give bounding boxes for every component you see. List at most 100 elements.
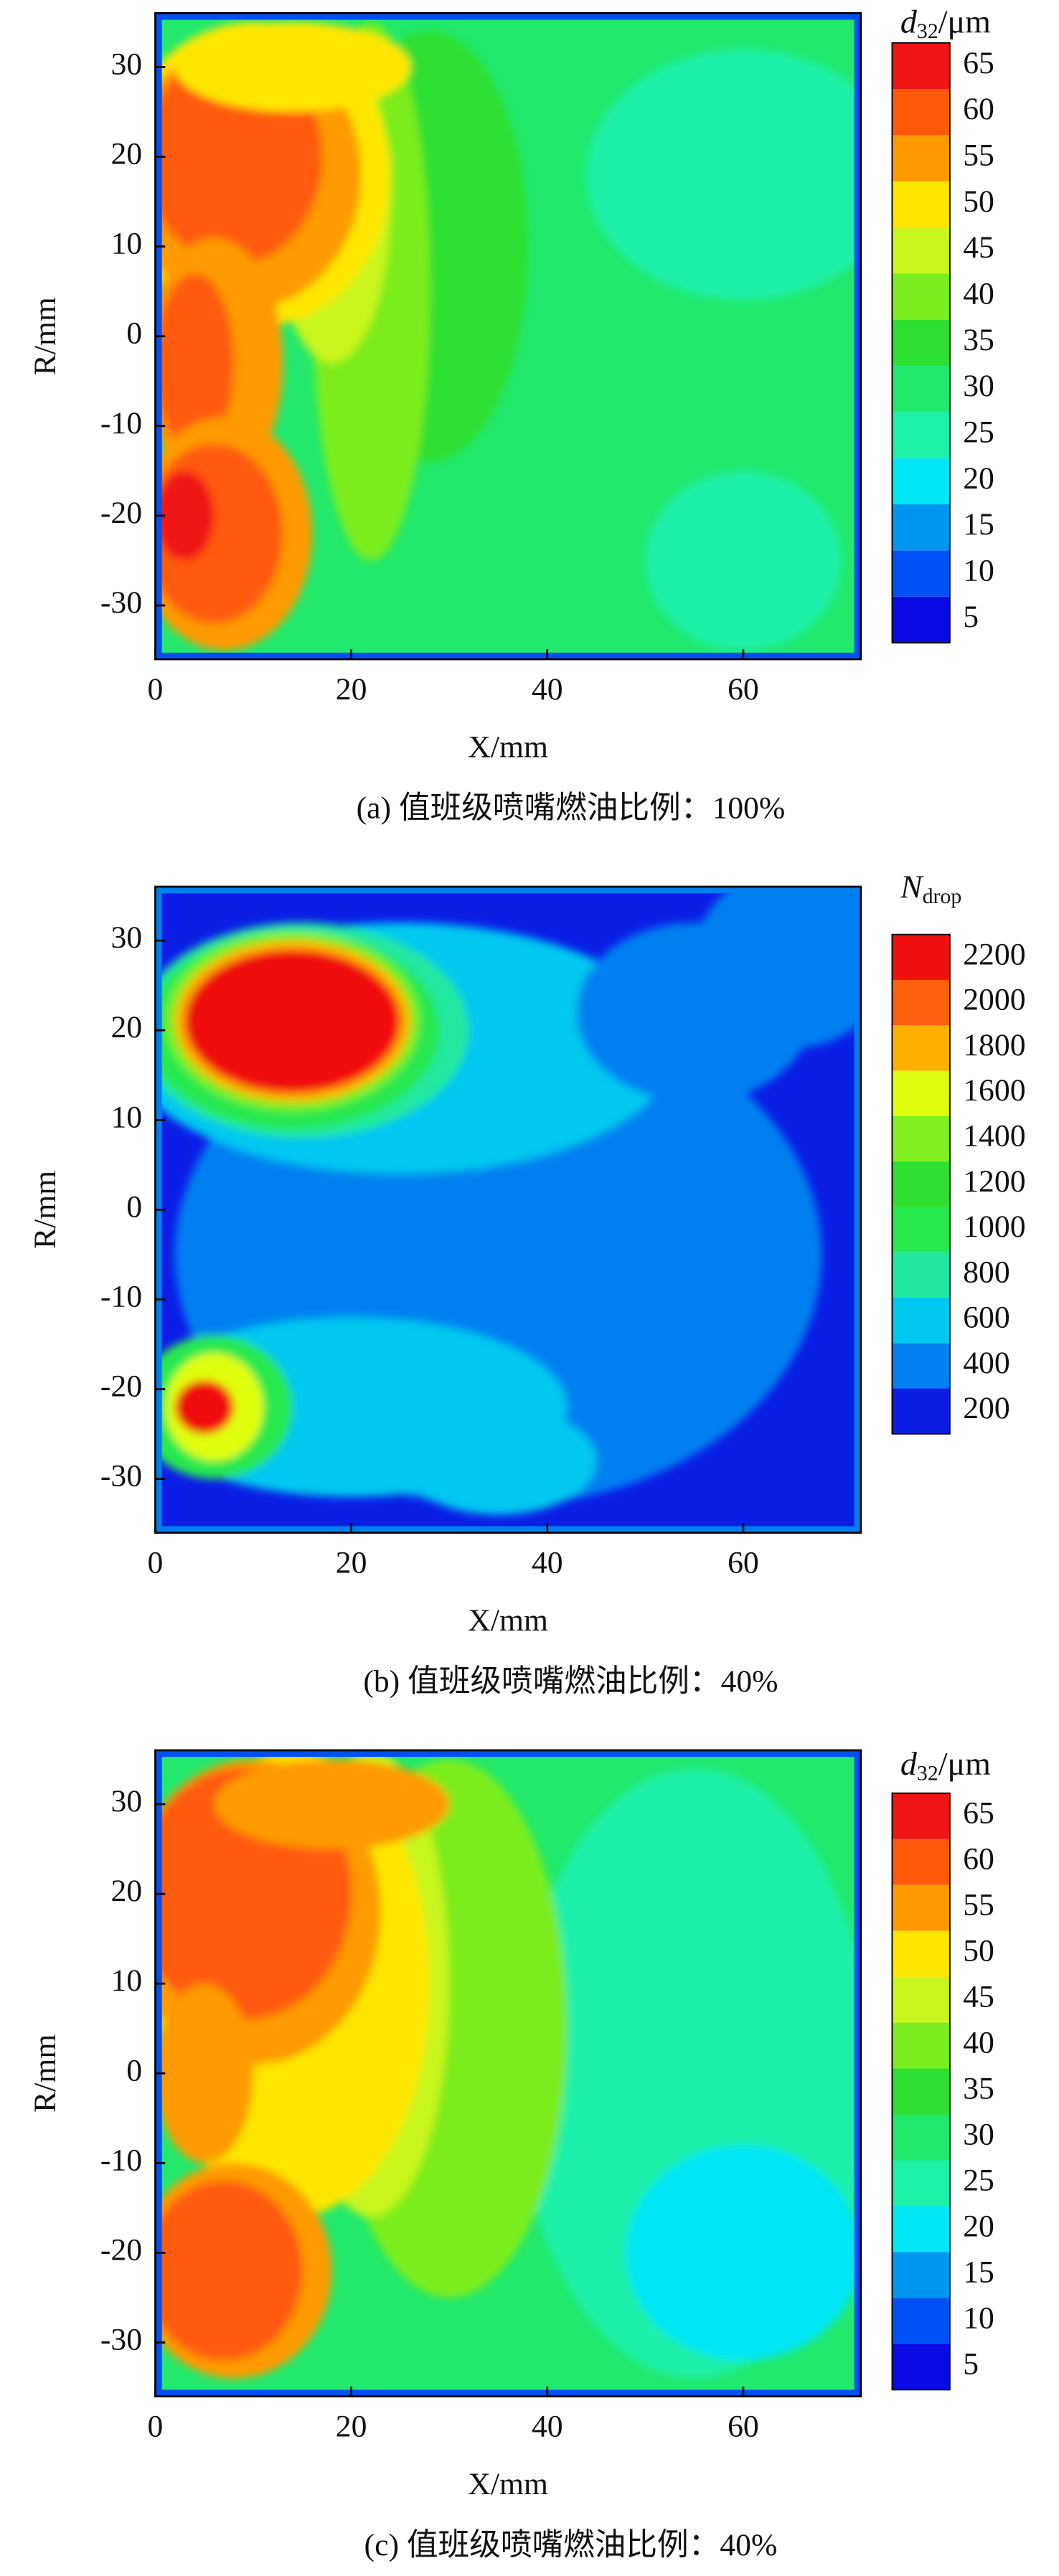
y-tick-label: -20 [100,1369,142,1404]
field-region [155,471,215,561]
colorbar-swatch [892,2022,950,2069]
x-axis-label: X/mm [468,730,548,764]
x-axis-label: X/mm [468,2467,548,2501]
y-tick-label: 0 [126,1189,142,1224]
colorbar-swatch [892,1884,950,1931]
contour-field [155,13,861,660]
colorbar-label: 2000 [963,983,1025,1017]
colorbar-frame [891,933,951,1435]
title-subscript: 32 [917,19,938,43]
colorbar-swatch [892,1388,950,1434]
colorbar-swatch [892,366,950,412]
colorbar-label: 10 [963,554,994,588]
field-blobs [155,887,861,1515]
y-tick-label: 30 [110,920,142,955]
y-tick-label: -10 [100,406,142,440]
y-tick-label: 20 [110,137,142,171]
colorbar-label: 65 [963,46,994,80]
colorbar-title: d32/μm [900,1745,991,1785]
colorbar-swatch [892,550,950,597]
colorbar-label: 2200 [963,937,1025,971]
colorbar-label: 15 [963,507,994,542]
title-unit: /μm [938,3,991,39]
colorbar-swatch [892,1976,950,2023]
colorbar-frame [891,42,951,643]
colorbar-label: 35 [963,323,994,357]
y-axis-label: R/mm [28,1171,62,1249]
colorbar-swatch [892,42,950,90]
field-region [174,22,410,112]
colorbar-swatch [892,2344,950,2390]
colorbar-label: 50 [963,184,994,219]
caption: (a) 值班级喷嘴燃油比例：100% [357,791,786,825]
caption: (b) 值班级喷嘴燃油比例：40% [363,1664,778,1699]
colorbar-label: 5 [963,600,979,634]
y-tick-label: 0 [126,2053,142,2087]
y-tick-label: 30 [110,47,142,81]
colorbar-swatch [892,2160,950,2207]
field-region [174,1380,234,1435]
y-tick-label: -20 [100,2232,142,2267]
colorbar-label: 25 [963,415,994,450]
colorbar-swatch [892,273,950,320]
x-tick-label: 40 [532,1546,563,1580]
colorbar-label: 800 [963,1255,1009,1289]
colorbar-swatch [892,1161,950,1207]
title-symbol: d [900,3,918,39]
field-blobs [155,22,861,651]
y-tick-label: -20 [100,496,142,530]
colorbar-title: d32/μm [900,3,991,43]
field-region [694,887,861,1049]
colorbar-label: 45 [963,230,994,265]
colorbar-label: 20 [963,461,994,496]
colorbar-title: Ndrop [900,868,961,908]
colorbar-swatch [892,1839,950,1885]
y-tick-label: 10 [110,1100,142,1134]
colorbar-label: 55 [963,1888,994,1922]
colorbar-swatch [892,458,950,505]
colorbar-label: 60 [963,1842,994,1877]
y-tick-label: -30 [100,2323,142,2357]
colorbar-swatch [892,1070,950,1116]
colorbar-swatch [892,934,950,980]
colorbar-label: 1400 [963,1118,1025,1153]
colorbar-swatch [892,1930,950,1977]
x-axis-label: X/mm [468,1603,548,1638]
x-tick-label: 40 [532,2410,563,2444]
field-region [155,2181,303,2361]
y-tick-label: 20 [110,1874,142,1908]
colorbar-swatch [892,1793,950,1839]
x-tick-label: 20 [336,1546,367,1580]
colorbar-swatch [892,89,950,136]
caption: (c) 值班级喷嘴燃油比例：40% [364,2528,778,2562]
colorbar-swatch [892,2068,950,2115]
title-subscript: 32 [917,1761,938,1785]
colorbar-label: 30 [963,369,994,403]
colorbar-label: 25 [963,2164,994,2198]
colorbar-label: 1000 [963,1209,1025,1244]
colorbar-label: 20 [963,2209,994,2243]
x-tick-label: 0 [148,672,164,707]
colorbar-label: 55 [963,138,994,173]
y-tick-label: 10 [110,227,142,261]
colorbar-swatch [892,1252,950,1298]
colorbar-swatch [892,412,950,458]
colorbar-label: 1800 [963,1028,1025,1062]
colorbar-swatch [892,1207,950,1252]
colorbar-swatch [892,2252,950,2298]
colorbar-label: 1600 [963,1073,1025,1108]
title-symbol: N [900,868,924,905]
contour-field [155,1750,861,2397]
colorbar-swatch [892,979,950,1026]
colorbar-swatch [892,227,950,274]
colorbar-label: 50 [963,1934,994,1968]
colorbar-label: 10 [963,2301,994,2335]
colorbar-swatch [892,2298,950,2344]
field-region [586,49,861,301]
y-tick-label: 10 [110,1963,142,1998]
colorbar-swatch [892,1343,950,1389]
colorbar-swatch [892,181,950,228]
field-region [626,2145,861,2361]
y-tick-label: -30 [100,585,142,620]
